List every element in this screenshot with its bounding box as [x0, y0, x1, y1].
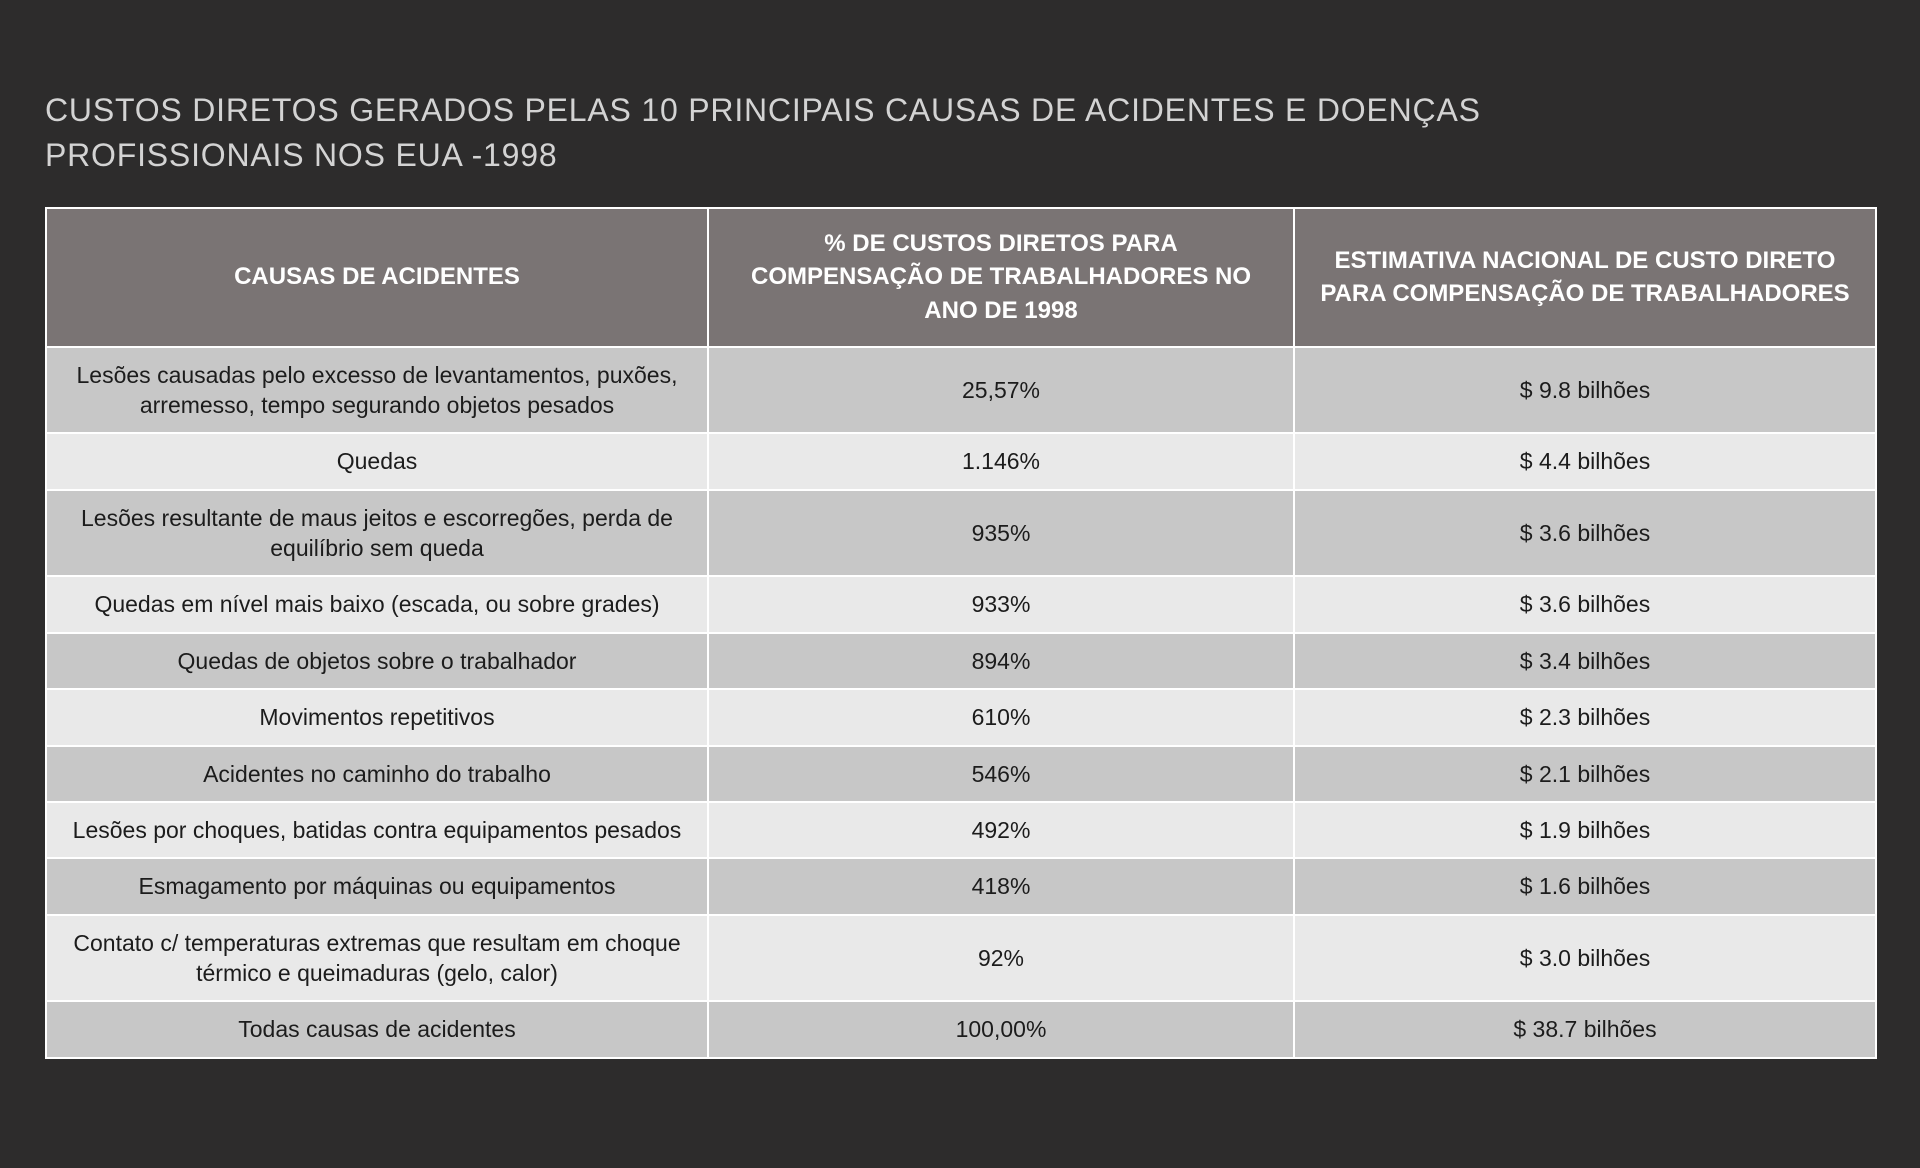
costs-table: CAUSAS DE ACIDENTES % DE CUSTOS DIRETOS …	[45, 206, 1877, 1059]
table-row: Lesões resultante de maus jeitos e escor…	[45, 488, 1877, 578]
cost-cell: $ 1.6 bilhões	[1293, 857, 1877, 916]
cause-cell: Esmagamento por máquinas ou equipamentos	[45, 857, 709, 916]
header-national-estimate: ESTIMATIVA NACIONAL DE CUSTO DIRETO PARA…	[1293, 206, 1877, 348]
percent-cell: 894%	[707, 631, 1295, 691]
cost-cell: $ 3.0 bilhões	[1293, 913, 1877, 1003]
table-row: Acidentes no caminho do trabalho 546% $ …	[45, 744, 1877, 803]
page-title: CUSTOS DIRETOS GERADOS PELAS 10 PRINCIPA…	[45, 92, 1481, 174]
table-header: CAUSAS DE ACIDENTES % DE CUSTOS DIRETOS …	[45, 206, 1877, 348]
table-row: Lesões por choques, batidas contra equip…	[45, 800, 1877, 860]
cause-cell: Todas causas de acidentes	[45, 1000, 709, 1059]
percent-cell: 1.146%	[707, 432, 1295, 491]
cause-cell: Lesões por choques, batidas contra equip…	[45, 800, 709, 860]
table-row: Quedas 1.146% $ 4.4 bilhões	[45, 432, 1877, 491]
table-row: Contato c/ temperaturas extremas que res…	[45, 913, 1877, 1003]
table-row: Todas causas de acidentes 100,00% $ 38.7…	[45, 1000, 1877, 1059]
cause-cell: Acidentes no caminho do trabalho	[45, 744, 709, 803]
percent-cell: 610%	[707, 688, 1295, 747]
cause-cell: Lesões causadas pelo excesso de levantam…	[45, 345, 709, 435]
percent-cell: 100,00%	[707, 1000, 1295, 1059]
header-causes: CAUSAS DE ACIDENTES	[45, 206, 709, 348]
cost-cell: $ 3.6 bilhões	[1293, 575, 1877, 634]
cost-cell: $ 38.7 bilhões	[1293, 1000, 1877, 1059]
slide: CUSTOS DIRETOS GERADOS PELAS 10 PRINCIPA…	[0, 88, 1920, 1168]
table-row: Quedas de objetos sobre o trabalhador 89…	[45, 631, 1877, 691]
table-row: Lesões causadas pelo excesso de levantam…	[45, 345, 1877, 435]
cost-cell: $ 3.4 bilhões	[1293, 631, 1877, 691]
percent-cell: 92%	[707, 913, 1295, 1003]
table-row: Esmagamento por máquinas ou equipamentos…	[45, 857, 1877, 916]
cost-cell: $ 2.1 bilhões	[1293, 744, 1877, 803]
cost-cell: $ 1.9 bilhões	[1293, 800, 1877, 860]
cost-cell: $ 9.8 bilhões	[1293, 345, 1877, 435]
cost-cell: $ 3.6 bilhões	[1293, 488, 1877, 578]
cause-cell: Quedas em nível mais baixo (escada, ou s…	[45, 575, 709, 634]
header-row: CAUSAS DE ACIDENTES % DE CUSTOS DIRETOS …	[45, 206, 1877, 348]
percent-cell: 492%	[707, 800, 1295, 860]
table-row: Quedas em nível mais baixo (escada, ou s…	[45, 575, 1877, 634]
percent-cell: 935%	[707, 488, 1295, 578]
percent-cell: 933%	[707, 575, 1295, 634]
cost-cell: $ 4.4 bilhões	[1293, 432, 1877, 491]
cost-cell: $ 2.3 bilhões	[1293, 688, 1877, 747]
cause-cell: Quedas	[45, 432, 709, 491]
table-body: Lesões causadas pelo excesso de levantam…	[45, 345, 1877, 1059]
cause-cell: Lesões resultante de maus jeitos e escor…	[45, 488, 709, 578]
percent-cell: 418%	[707, 857, 1295, 916]
cause-cell: Movimentos repetitivos	[45, 688, 709, 747]
header-percent-direct-costs: % DE CUSTOS DIRETOS PARA COMPENSAÇÃO DE …	[707, 206, 1295, 348]
cause-cell: Quedas de objetos sobre o trabalhador	[45, 631, 709, 691]
table-row: Movimentos repetitivos 610% $ 2.3 bilhõe…	[45, 688, 1877, 747]
cause-cell: Contato c/ temperaturas extremas que res…	[45, 913, 709, 1003]
percent-cell: 546%	[707, 744, 1295, 803]
percent-cell: 25,57%	[707, 345, 1295, 435]
